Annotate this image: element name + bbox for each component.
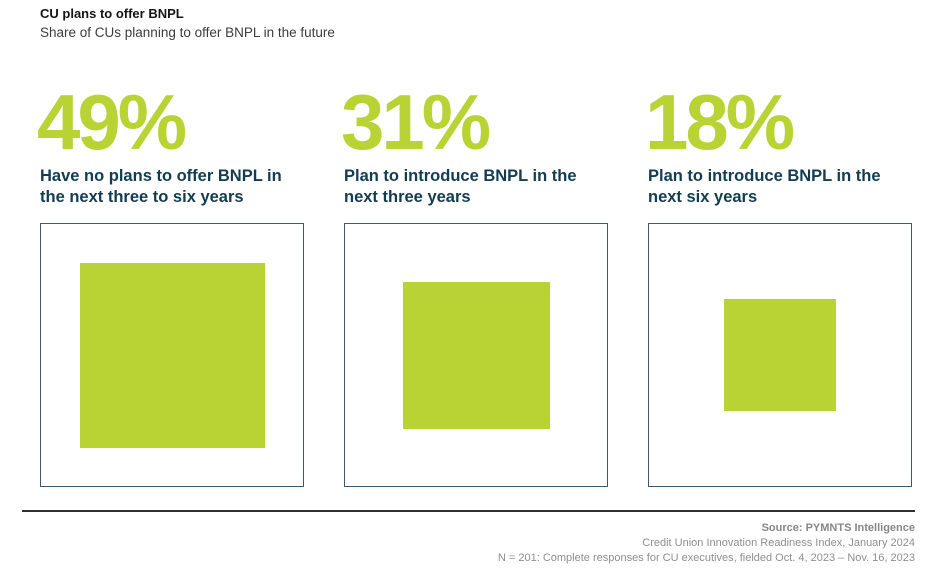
stat-value: 31% [341,78,491,167]
proportion-fill-square [402,281,550,429]
proportion-box [648,223,912,488]
stat-label: Have no plans to offer BNPL in the next … [40,167,282,207]
footer-index-line: Credit Union Innovation Readiness Index,… [642,537,915,550]
stat-label: Plan to introduce BNPL in the next six y… [648,167,881,207]
footer-divider [22,510,915,513]
stat-value: 49% [37,78,187,167]
stat-value: 18% [645,78,795,167]
proportion-box [40,223,304,488]
footer-source-line: Source: PYMNTS Intelligence [761,522,915,535]
chart-subtitle: Share of CUs planning to offer BNPL in t… [40,24,335,40]
stat-columns: 49% Have no plans to offer BNPL in the n… [37,78,915,488]
proportion-fill-square [724,299,836,412]
stat-column-no-plans: 49% Have no plans to offer BNPL in the n… [37,78,304,488]
chart-content: CU plans to offer BNPL Share of CUs plan… [37,6,915,488]
footer: Source: PYMNTS Intelligence Credit Union… [22,521,915,566]
stat-label: Plan to introduce BNPL in the next three… [344,167,577,207]
footer-sample-line: N = 201: Complete responses for CU execu… [497,552,915,565]
stat-column-three-years: 31% Plan to introduce BNPL in the next t… [341,78,608,488]
stat-column-six-years: 18% Plan to introduce BNPL in the next s… [645,78,912,488]
proportion-box [344,223,608,488]
chart-title: CU plans to offer BNPL [40,6,184,21]
proportion-fill-square [79,262,265,448]
